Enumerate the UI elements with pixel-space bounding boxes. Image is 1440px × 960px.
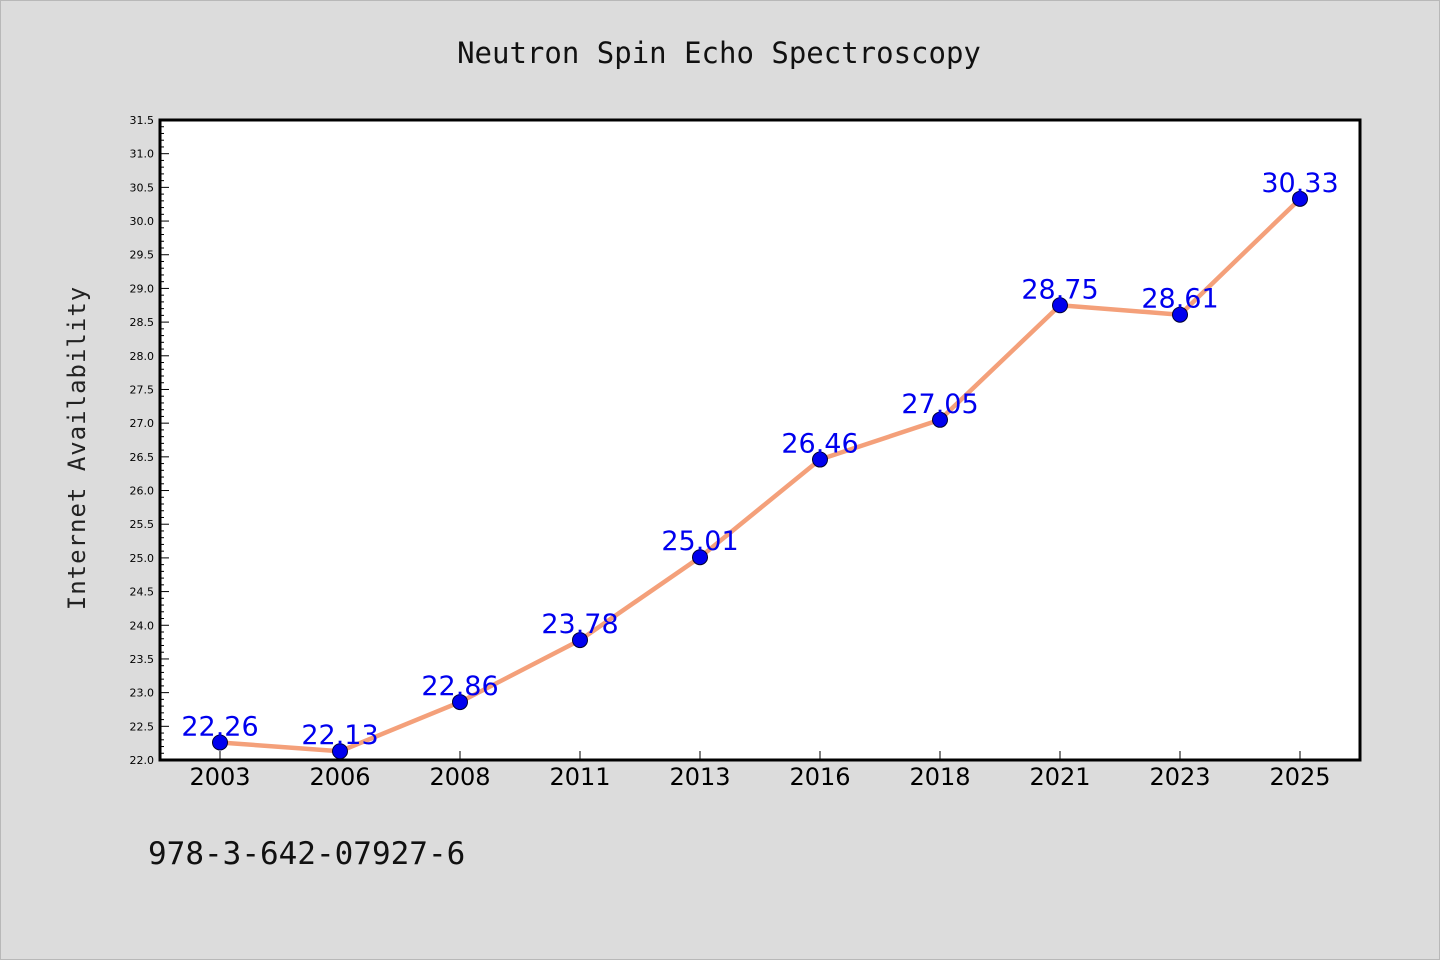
y-tick-label: 29.5 (130, 249, 155, 262)
data-point (452, 694, 468, 711)
y-tick-label: 26.5 (130, 451, 155, 464)
x-tick-label: 2008 (429, 763, 490, 791)
x-tick-label: 2016 (789, 763, 850, 791)
x-tick-label: 2006 (309, 763, 370, 791)
series-line (217, 196, 1303, 754)
data-point (1292, 190, 1308, 207)
data-label: 25.01 (661, 526, 738, 557)
data-label: 22.26 (181, 711, 258, 742)
data-label: 22.86 (421, 671, 498, 702)
y-tick-label: 24.0 (130, 619, 155, 632)
chart-title: Neutron Spin Echo Spectroscopy (457, 36, 981, 70)
y-tick-label: 27.5 (130, 383, 155, 396)
data-point (1052, 297, 1068, 314)
y-tick-label: 30.0 (130, 215, 155, 228)
y-tick-label: 28.0 (130, 350, 155, 363)
data-point (1172, 306, 1188, 323)
y-axis: 22.0 22.5 23.0 23.5 24.0 24.5 25.0 25.5 26.0 26.5… (130, 114, 169, 767)
x-tick-label: 2021 (1029, 763, 1090, 791)
data-point (812, 451, 828, 468)
data-label: 28.61 (1141, 284, 1218, 315)
plot-area (158, 118, 1362, 762)
isbn-annotation: 978-3-642-07927-6 (148, 836, 465, 872)
y-tick-label: 25.5 (130, 518, 155, 531)
x-tick-label: 2018 (909, 763, 970, 791)
data-labels: 22.26 22.13 22.86 23.78 25.01 26.46 27.05 28.75… (181, 168, 1338, 751)
y-tick-label: 31.0 (130, 148, 155, 161)
data-label: 23.78 (541, 609, 618, 640)
x-tick-label: 2013 (669, 763, 730, 791)
data-label: 28.75 (1021, 274, 1098, 305)
x-tick-label: 2025 (1269, 763, 1330, 791)
y-tick-label: 23.0 (130, 687, 155, 700)
x-tick-label: 2023 (1149, 763, 1210, 791)
data-markers (212, 190, 1308, 760)
y-tick-label: 24.5 (130, 586, 155, 599)
data-label: 26.46 (781, 429, 858, 460)
y-tick-label: 23.5 (130, 653, 155, 666)
data-label: 30.33 (1261, 168, 1338, 199)
y-axis-label: Internet Availability (63, 286, 91, 610)
x-tick-label: 2003 (189, 763, 250, 791)
x-tick-label: 2011 (549, 763, 610, 791)
y-tick-label: 29.0 (130, 282, 155, 295)
series-polyline (217, 196, 1303, 754)
data-point (692, 549, 708, 566)
data-label: 27.05 (901, 389, 978, 420)
y-tick-label: 30.5 (130, 181, 155, 194)
y-tick-label: 31.5 (130, 114, 155, 127)
data-point (572, 632, 588, 649)
data-label: 22.13 (301, 720, 378, 751)
y-tick-label: 26.0 (130, 485, 155, 498)
y-tick-label: 27.0 (130, 417, 155, 430)
y-tick-label: 22.5 (130, 720, 155, 733)
data-point (932, 411, 948, 428)
y-tick-label: 28.5 (130, 316, 155, 329)
y-tick-label: 25.0 (130, 552, 155, 565)
y-tick-label: 22.0 (130, 754, 155, 767)
data-point (212, 734, 228, 751)
data-point (332, 743, 348, 760)
